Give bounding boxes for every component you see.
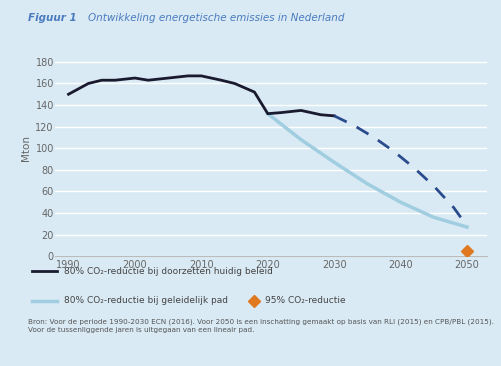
- Text: 80% CO₂-reductie bij doorzetten huidig beleid: 80% CO₂-reductie bij doorzetten huidig b…: [64, 267, 272, 276]
- Text: 80% CO₂-reductie bij geleidelijk pad: 80% CO₂-reductie bij geleidelijk pad: [64, 296, 227, 305]
- Text: Ontwikkeling energetische emissies in Nederland: Ontwikkeling energetische emissies in Ne…: [88, 13, 344, 23]
- Text: Figuur 1: Figuur 1: [28, 13, 76, 23]
- Y-axis label: Mton: Mton: [21, 135, 31, 161]
- Text: 95% CO₂-reductie: 95% CO₂-reductie: [265, 296, 345, 305]
- Text: Bron: Voor de periode 1990-2030 ECN (2016). Voor 2050 is een inschatting gemaakt: Bron: Voor de periode 1990-2030 ECN (201…: [28, 318, 492, 333]
